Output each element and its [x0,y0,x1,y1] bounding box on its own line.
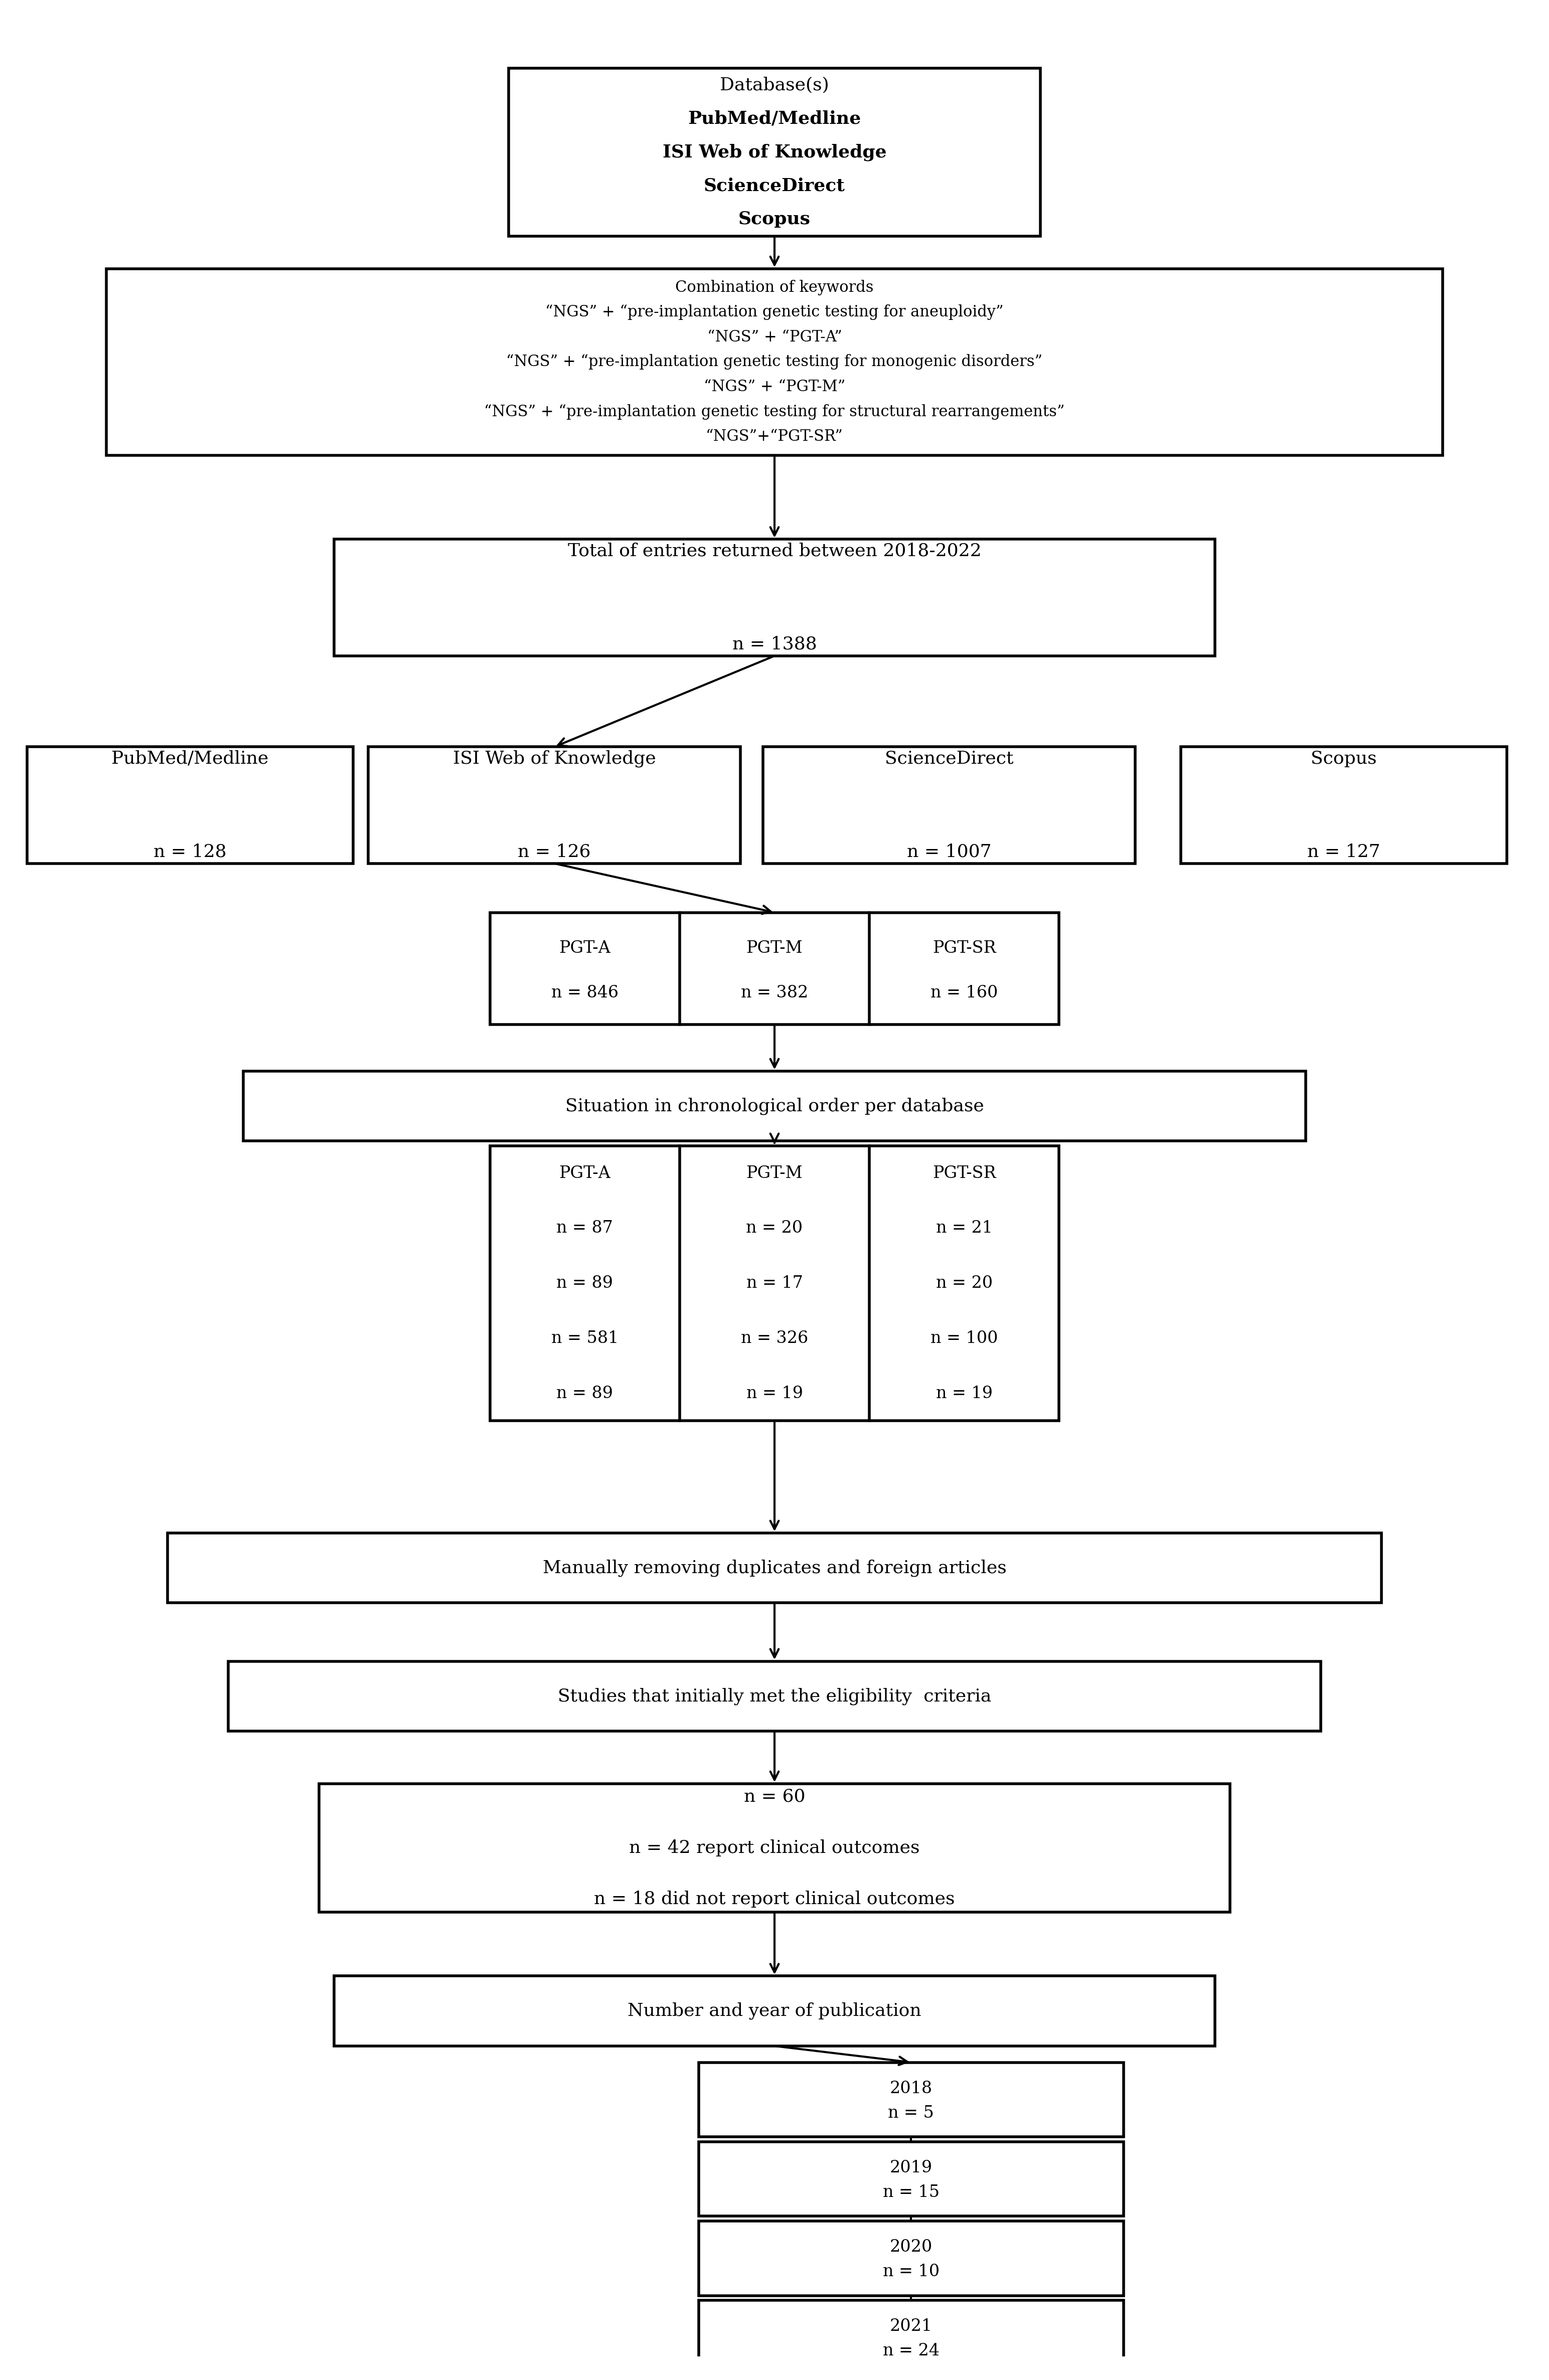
Bar [764,747,1135,864]
Text: PubMed/Medline: PubMed/Medline [112,750,268,766]
Text: Studies that initially met the eligibility  criteria: Studies that initially met the eligibili… [558,1687,991,1704]
Text: n = 21: n = 21 [936,1221,993,1235]
Text: Number and year of publication: Number and year of publication [627,2002,922,2021]
Text: n = 326: n = 326 [740,1330,809,1347]
Bar [228,1661,1321,1730]
Text: Total of entries returned between 2018-2022: Total of entries returned between 2018-2… [567,543,982,559]
Text: 2020: 2020 [889,2240,932,2256]
Text: “NGS” + “pre-implantation genetic testing for aneuploidy”: “NGS” + “pre-implantation genetic testin… [545,305,1004,319]
Text: “NGS”+“PGT-SR”: “NGS”+“PGT-SR” [706,428,843,445]
Text: n = 19: n = 19 [747,1385,802,1402]
Text: ScienceDirect: ScienceDirect [884,750,1013,766]
Text: n = 89: n = 89 [556,1385,613,1402]
Text: n = 42 report clinical outcomes: n = 42 report clinical outcomes [629,1840,920,1856]
Text: 2021: 2021 [889,2318,932,2335]
Bar [243,1071,1306,1140]
Bar [107,269,1442,455]
Text: n = 5: n = 5 [888,2104,934,2121]
Text: n = 126: n = 126 [517,843,590,859]
Text: Combination of keywords: Combination of keywords [675,278,874,295]
Text: n = 382: n = 382 [740,985,809,1002]
Text: n = 100: n = 100 [931,1330,998,1347]
Text: Database(s): Database(s) [720,76,829,93]
Bar [335,1975,1214,2047]
Text: Scopus: Scopus [1310,750,1377,766]
Text: n = 581: n = 581 [551,1330,618,1347]
Text: Situation in chronological order per database: Situation in chronological order per dat… [565,1097,984,1114]
Text: n = 89: n = 89 [556,1276,613,1292]
Text: n = 18 did not report clinical outcomes: n = 18 did not report clinical outcomes [595,1890,954,1909]
Bar [26,747,353,864]
Text: n = 17: n = 17 [747,1276,802,1292]
Bar [335,540,1214,657]
Text: PubMed/Medline: PubMed/Medline [688,109,861,126]
Bar [699,2221,1123,2297]
Bar [167,1533,1382,1602]
Text: n = 160: n = 160 [931,985,998,1002]
Text: n = 846: n = 846 [551,985,618,1002]
Text: PGT-SR: PGT-SR [932,940,996,957]
Bar [699,2063,1123,2137]
Bar [319,1783,1230,1911]
Text: PGT-A: PGT-A [559,940,610,957]
Text: PGT-A: PGT-A [559,1166,610,1180]
Text: ISI Web of Knowledge: ISI Web of Knowledge [452,750,655,766]
Text: n = 87: n = 87 [556,1221,613,1235]
Text: Scopus: Scopus [739,212,810,228]
Text: “NGS” + “PGT-A”: “NGS” + “PGT-A” [706,328,843,345]
Text: n = 1388: n = 1388 [733,635,816,652]
Bar [489,912,1060,1023]
Text: “NGS” + “pre-implantation genetic testing for structural rearrangements”: “NGS” + “pre-implantation genetic testin… [485,405,1064,419]
Bar [369,747,740,864]
Text: “NGS” + “pre-implantation genetic testing for monogenic disorders”: “NGS” + “pre-implantation genetic testin… [507,355,1042,369]
Text: n = 1007: n = 1007 [906,843,991,859]
Text: n = 10: n = 10 [883,2263,940,2280]
Text: “NGS” + “PGT-M”: “NGS” + “PGT-M” [703,378,846,395]
Text: ISI Web of Knowledge: ISI Web of Knowledge [663,143,886,162]
Text: PGT-M: PGT-M [747,940,802,957]
Text: n = 127: n = 127 [1307,843,1380,859]
Text: 2018: 2018 [889,2080,932,2097]
Text: n = 20: n = 20 [747,1221,802,1235]
Text: ScienceDirect: ScienceDirect [703,176,846,195]
Text: Manually removing duplicates and foreign articles: Manually removing duplicates and foreign… [542,1559,1007,1576]
Bar [508,69,1039,236]
Text: PGT-M: PGT-M [747,1166,802,1180]
Text: n = 19: n = 19 [936,1385,993,1402]
Text: 2019: 2019 [889,2159,932,2175]
Text: n = 15: n = 15 [883,2185,940,2202]
Text: n = 60: n = 60 [744,1787,805,1804]
Bar [699,2299,1123,2375]
Bar [1180,747,1507,864]
Text: n = 24: n = 24 [883,2342,939,2359]
Bar [699,2142,1123,2216]
Text: n = 20: n = 20 [936,1276,993,1292]
Text: n = 128: n = 128 [153,843,226,859]
Bar [489,1145,1060,1421]
Text: PGT-SR: PGT-SR [932,1166,996,1180]
